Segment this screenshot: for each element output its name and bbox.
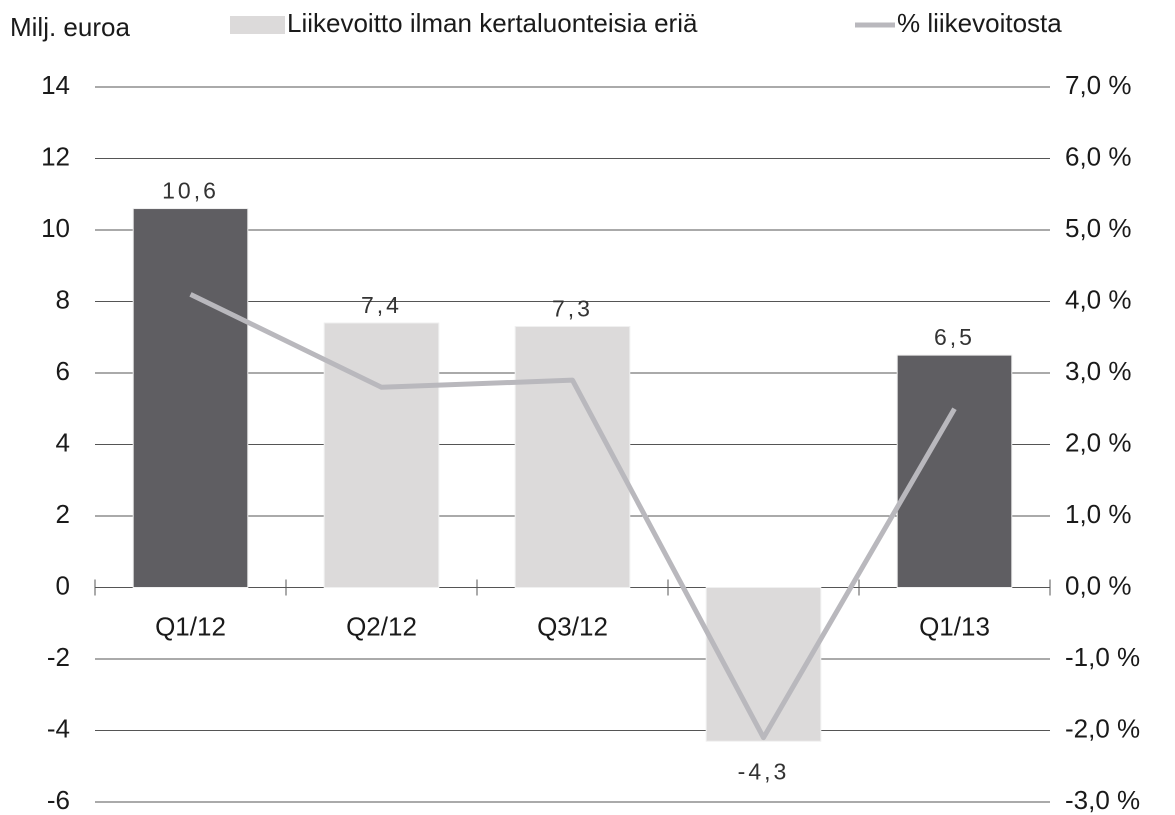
y-axis-label: Milj. euroa [10,12,130,42]
data-label: 10,6 [162,178,219,204]
x-tick-label: Q2/12 [346,611,417,641]
y-tick-label: -6 [47,785,70,815]
y-tick-label: 0 [56,570,70,600]
y-tick-label: 10 [41,213,70,243]
y2-tick-label: 1,0 % [1065,499,1132,529]
legend-label: Liikevoitto ilman kertaluonteisia eriä [287,8,698,38]
data-label: 6,5 [934,324,975,350]
y2-tick-label: 2,0 % [1065,427,1132,457]
bar [514,326,631,588]
y2-tick-label: -3,0 % [1065,785,1140,815]
bar [132,208,249,589]
y-tick-label: 6 [56,356,70,386]
y2-tick-label: 5,0 % [1065,213,1132,243]
line [189,292,957,741]
y2-tick-label: -2,0 % [1065,713,1140,743]
bar [896,354,1013,588]
y-tick-label: 2 [56,499,70,529]
data-label: -4,3 [738,758,790,784]
y2-tick-label: 4,0 % [1065,284,1132,314]
y2-tick-label: 0,0 % [1065,570,1132,600]
data-label: 7,3 [552,296,593,322]
y-tick-label: 14 [41,70,70,100]
x-tick-label: Q1/13 [919,611,990,641]
y2-tick-label: 7,0 % [1065,70,1132,100]
legend-swatch [230,16,285,34]
y-tick-label: 4 [56,427,70,457]
y2-tick-label: -1,0 % [1065,642,1140,672]
y-tick-label: 12 [41,141,70,171]
x-tick-label: Q3/12 [537,611,608,641]
y-tick-label: 8 [56,284,70,314]
y2-tick-label: 3,0 % [1065,356,1132,386]
y-tick-label: -2 [47,642,70,672]
bar [323,322,440,588]
y2-tick-label: 6,0 % [1065,141,1132,171]
x-tick-label: Q1/12 [155,611,226,641]
legend-label: % liikevoitosta [897,8,1062,38]
data-label: 7,4 [361,292,402,318]
y-tick-label: -4 [47,713,70,743]
